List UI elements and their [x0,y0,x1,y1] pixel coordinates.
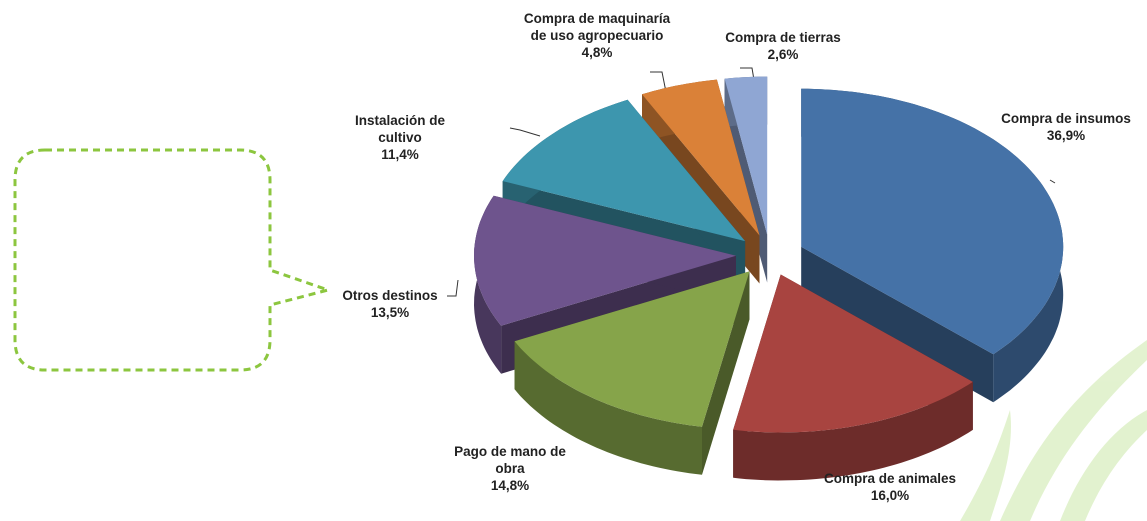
value-label: 36,9% [1046,128,1086,143]
value-label: 2,6% [767,47,799,62]
slice [514,271,750,427]
slice-label: Instalación de cultivo 11,4% [345,112,455,163]
slice-label: Pago de mano de obra 14,8% [445,443,575,494]
slice [724,76,768,235]
slices [474,76,1064,433]
category-label: Otros destinos [342,288,438,303]
value-label: 11,4% [381,147,419,162]
category-label: Compra de insumos [1001,111,1131,126]
category-label: Compra de animales [823,471,957,486]
category-label: Pago de mano de obra [454,444,566,476]
slice-label: Compra de maquinaría de uso agropecuario… [522,10,672,61]
slice-label: Compra de animales 16,0% [824,470,956,504]
slice-label: Otros destinos 13,5% [342,287,437,321]
slice [502,99,746,242]
leader-lines [447,67,1056,297]
category-label: Instalación de cultivo [354,113,446,145]
category-label: Compra de maquinaría de uso agropecuario [523,11,671,43]
callout-box [13,148,334,372]
slice-label: Compra de tierras 2,6% [725,29,841,63]
value-label: 4,8% [581,45,613,60]
value-label: 16,0% [870,488,910,503]
decoration [960,340,1147,521]
slice [801,88,1064,355]
slice-side [801,246,994,403]
value-label: 13,5% [370,305,410,320]
slice [642,79,760,236]
slice-label: Compra de insumos 36,9% [1001,110,1131,144]
slice [733,274,973,433]
category-label: Compra de tierras [725,30,841,45]
slice-rim [514,341,702,475]
value-label: 14,8% [490,478,530,493]
slice [474,195,736,326]
slice-rim [733,381,973,481]
